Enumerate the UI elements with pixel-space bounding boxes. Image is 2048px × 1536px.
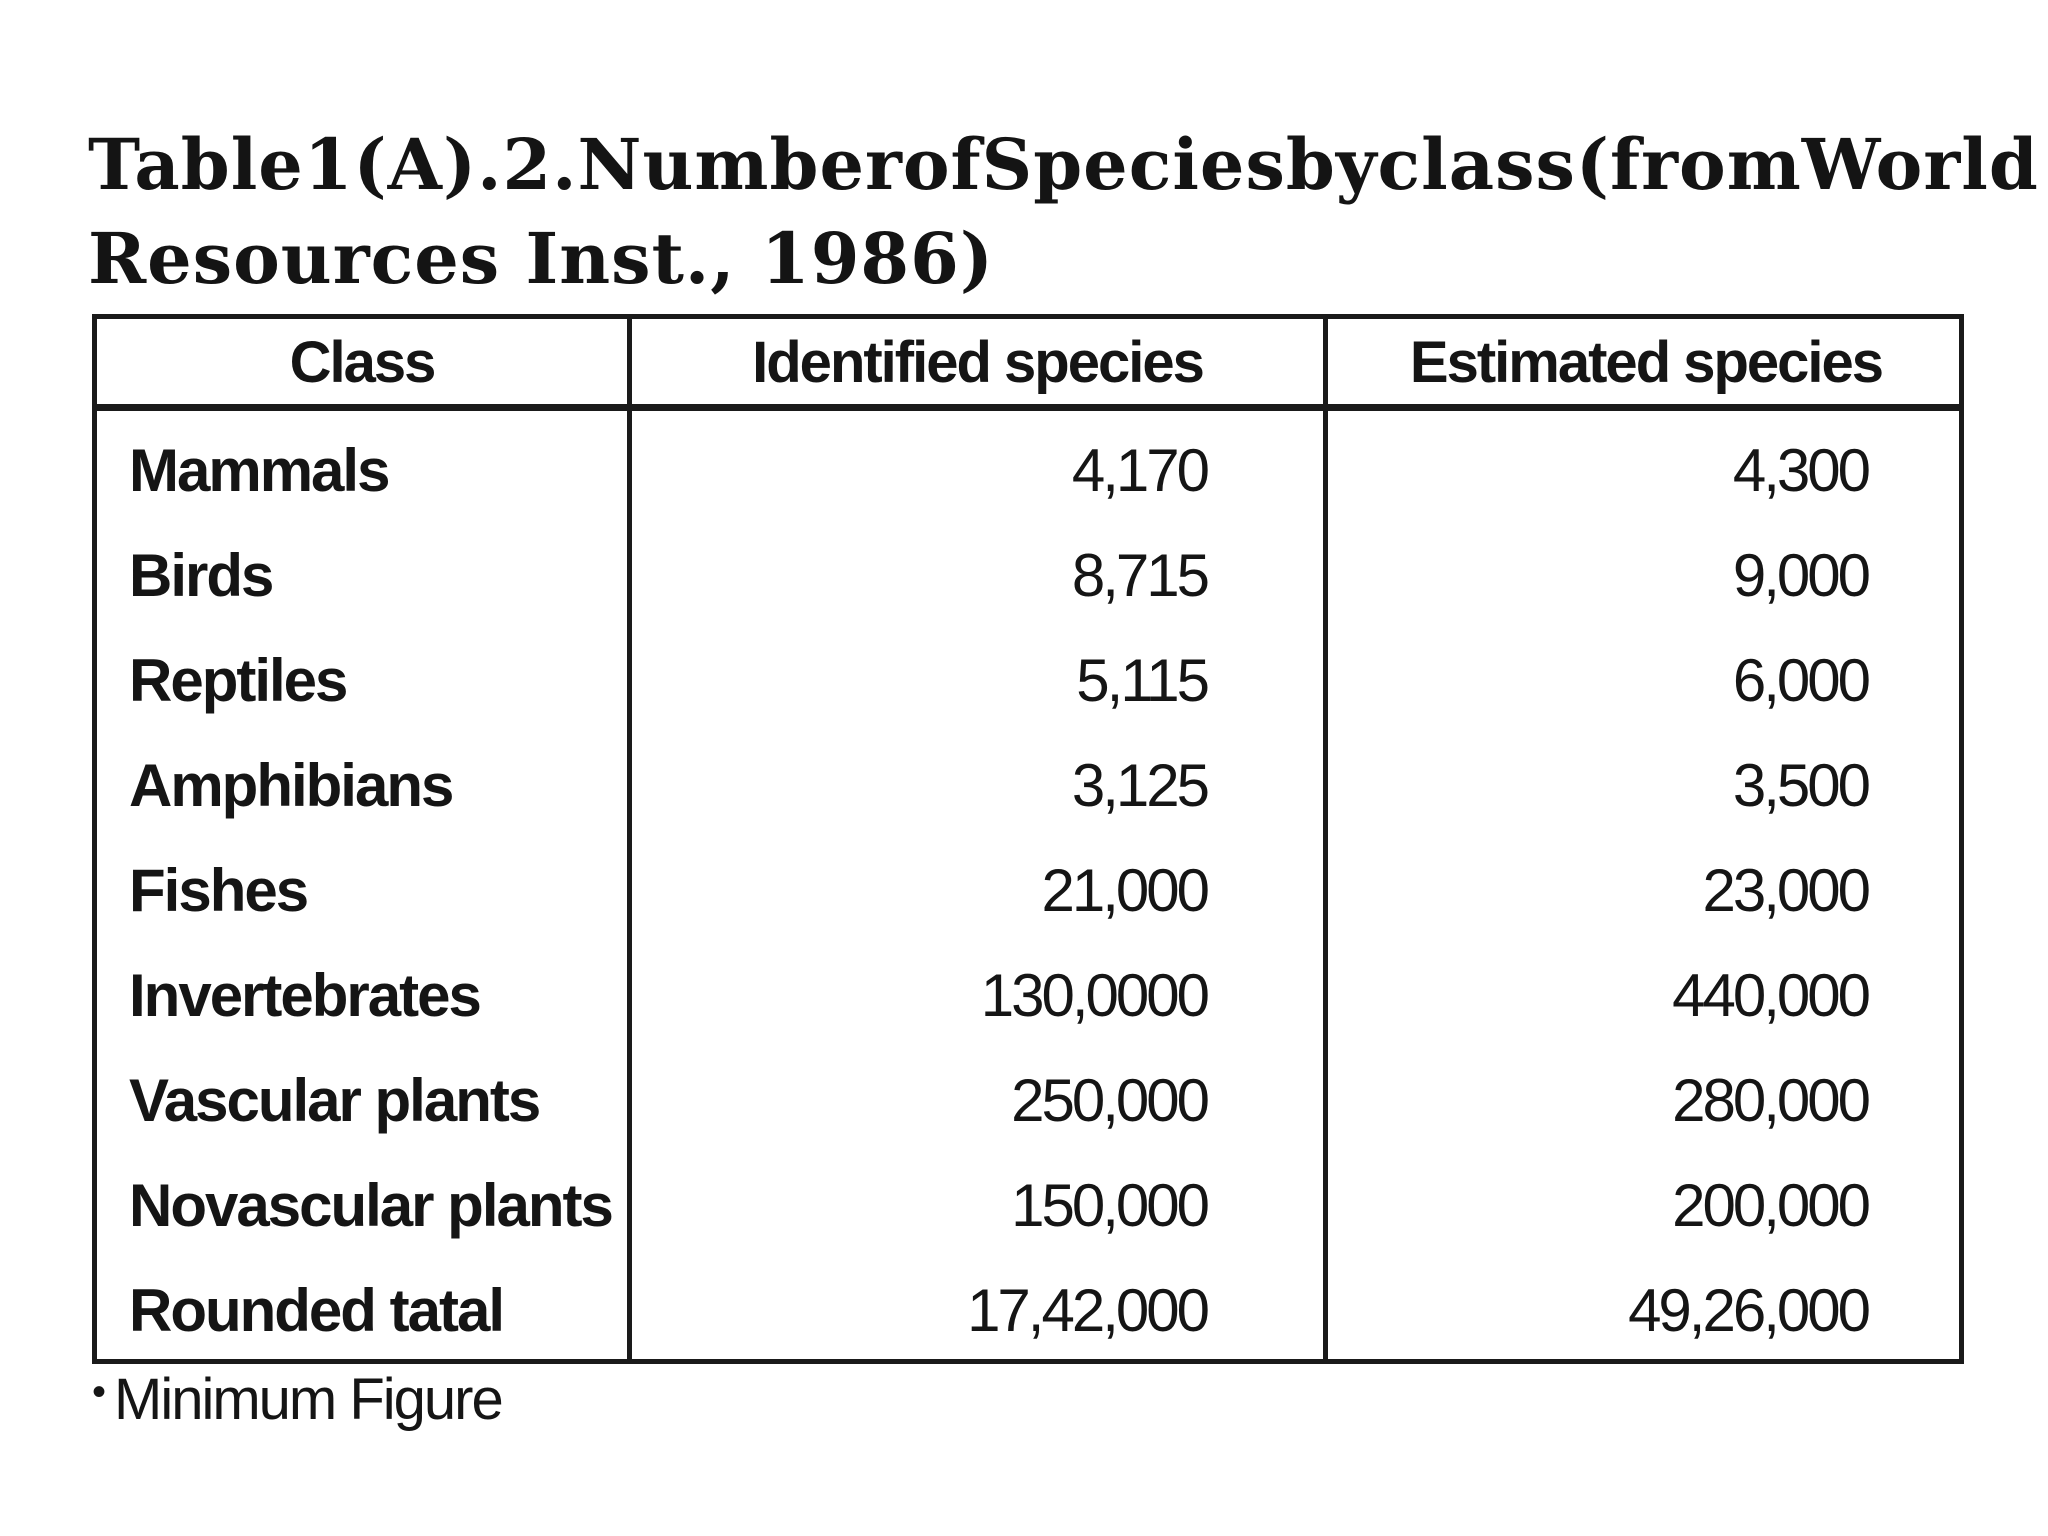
identified-cell: 5,115	[1076, 647, 1210, 714]
identified-cell: 130,0000	[980, 962, 1210, 1029]
caption-word: by	[1285, 123, 1378, 206]
class-cell: Vascular plants	[129, 1067, 541, 1134]
identified-cell: 3,125	[1071, 752, 1210, 819]
identified-cell: 21,000	[1041, 857, 1210, 924]
caption-line-1: Table 1(A).2. Number of Species by class…	[88, 118, 2038, 212]
identified-cell: 4,170	[1071, 437, 1210, 504]
estimated-cell: 6,000	[1732, 647, 1871, 714]
table-row: Birds 8,715 9,000	[97, 523, 1959, 628]
class-cell: Rounded tatal	[129, 1277, 505, 1344]
caption-word: class	[1377, 123, 1576, 206]
header-identified-species: Identified species	[752, 330, 1205, 395]
estimated-cell: 440,000	[1672, 962, 1871, 1029]
estimated-cell: 49,26,000	[1628, 1277, 1871, 1344]
bullet-icon: •	[92, 1370, 106, 1414]
table-row: Amphibians 3,125 3,500	[97, 733, 1959, 838]
species-table: Class Identified species Estimated speci…	[92, 314, 1964, 1364]
header-estimated-species: Estimated species	[1409, 330, 1884, 395]
footnote: • Minimum Figure	[92, 1366, 504, 1433]
caption-word: Table	[88, 123, 304, 206]
class-cell: Invertebrates	[129, 962, 482, 1029]
header-class: Class	[289, 330, 437, 395]
column-divider	[627, 319, 632, 1359]
table-row-total: Rounded tatal 17,42,000 49,26,000	[97, 1258, 1959, 1363]
table-row: Vascular plants 250,000 280,000	[97, 1048, 1959, 1153]
estimated-cell: 23,000	[1702, 857, 1871, 924]
caption-word: (from	[1575, 123, 1802, 206]
caption-word: Species	[981, 123, 1286, 206]
table-row: Invertebrates 130,0000 440,000	[97, 943, 1959, 1048]
class-cell: Reptiles	[129, 647, 348, 714]
table-header-row: Class Identified species Estimated speci…	[97, 319, 1959, 411]
class-cell: Birds	[129, 542, 274, 609]
class-cell: Amphibians	[129, 752, 454, 819]
identified-cell: 8,715	[1071, 542, 1210, 609]
estimated-cell: 9,000	[1732, 542, 1871, 609]
identified-cell: 17,42,000	[967, 1277, 1210, 1344]
class-cell: Novascular plants	[129, 1172, 614, 1239]
estimated-cell: 4,300	[1732, 437, 1871, 504]
caption-line-2: Resources Inst., 1986)	[88, 217, 994, 300]
identified-cell: 150,000	[1011, 1172, 1210, 1239]
column-divider	[1323, 319, 1328, 1359]
identified-cell: 250,000	[1011, 1067, 1210, 1134]
table-row: Reptiles 5,115 6,000	[97, 628, 1959, 733]
class-cell: Mammals	[129, 437, 390, 504]
estimated-cell: 200,000	[1672, 1172, 1871, 1239]
class-cell: Fishes	[129, 857, 309, 924]
footnote-text: Minimum Figure	[114, 1367, 504, 1432]
estimated-cell: 3,500	[1732, 752, 1871, 819]
table-caption: Table 1(A).2. Number of Species by class…	[88, 118, 2038, 306]
estimated-cell: 280,000	[1672, 1067, 1871, 1134]
table-body: Mammals 4,170 4,300 Birds 8,715 9,000 Re…	[97, 418, 1959, 1363]
caption-word: Number	[577, 123, 903, 206]
table-row: Mammals 4,170 4,300	[97, 418, 1959, 523]
caption-word: 1(A).2.	[303, 123, 578, 206]
caption-word: World	[1801, 123, 2039, 206]
caption-word: of	[902, 123, 982, 206]
table-row: Novascular plants 150,000 200,000	[97, 1153, 1959, 1258]
table-row: Fishes 21,000 23,000	[97, 838, 1959, 943]
